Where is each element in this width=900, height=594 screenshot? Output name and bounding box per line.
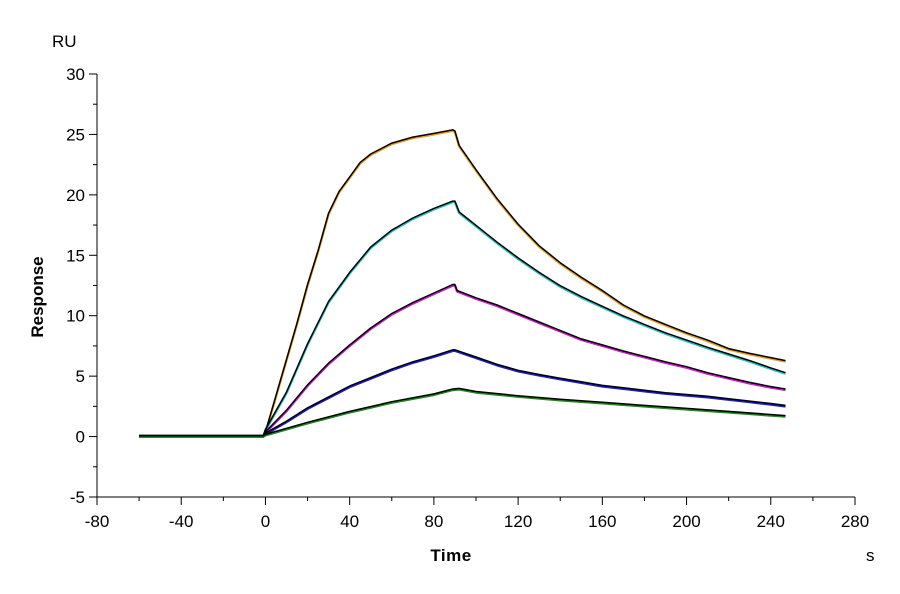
y-tick-label: 10 [66,307,85,326]
y-tick-label: 15 [66,246,85,265]
y-axis-label: Response [28,256,47,337]
curve-5-fit-line [139,387,786,437]
x-tick-label: 0 [261,512,270,531]
x-axis-label: Time [430,546,471,565]
x-tick-label: 240 [757,512,785,531]
x-tick-label: 200 [672,512,700,531]
y-tick-label: 25 [66,125,85,144]
y-tick-label: 30 [66,65,85,84]
plot-area [139,129,786,438]
curve-2-fit-line [139,200,786,437]
y-tick-label: -5 [70,488,85,507]
x-tick-label: 280 [841,512,869,531]
curve-3-fit-line [139,283,786,437]
curve-2-data-line [139,200,786,438]
x-tick-label: -40 [169,512,194,531]
y-tick-label: 20 [66,186,85,205]
x-tick-label: -80 [85,512,110,531]
axes: -5 0 5 10 15 20 25 30 -80 -40 0 40 80 120 160 200 240 280 [66,65,869,531]
curve-3-data-line [139,284,786,438]
curve-5-data-line [139,388,786,438]
x-tick-label: 160 [588,512,616,531]
curve-4-fit-line [139,349,786,437]
x-tick-label: 120 [504,512,532,531]
x-unit-label: s [866,546,875,565]
y-tick-label: 0 [76,428,85,447]
curve-4-data-line [139,349,786,438]
y-unit-label: RU [52,32,77,51]
curve-1-fit-line [139,129,786,437]
y-tick-label: 5 [76,367,85,386]
x-tick-label: 80 [424,512,443,531]
x-tick-label: 40 [340,512,359,531]
